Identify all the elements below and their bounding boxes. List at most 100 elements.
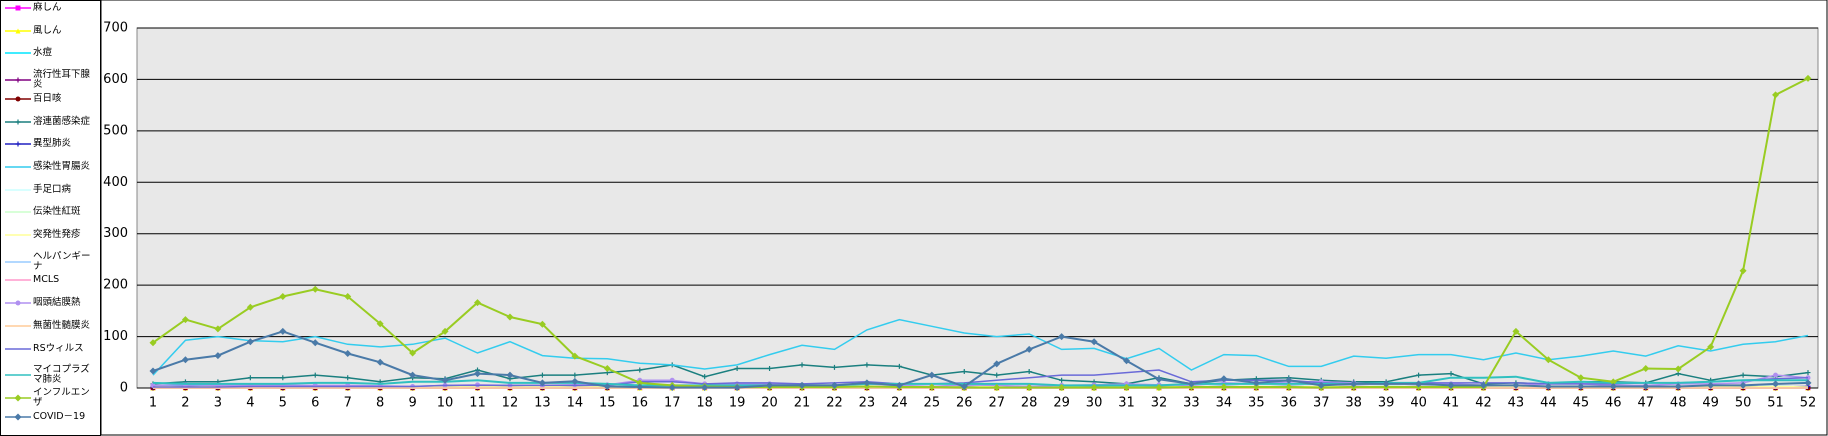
marker <box>214 352 222 360</box>
marker <box>896 363 902 369</box>
x-tick-label: 27 <box>988 396 1005 411</box>
x-tick-label: 30 <box>1086 396 1103 411</box>
marker <box>1739 267 1747 275</box>
legend-swatch <box>5 28 31 34</box>
y-tick-label: 400 <box>103 175 128 190</box>
x-tick-label: 50 <box>1735 396 1752 411</box>
marker <box>637 367 643 373</box>
legend-swatch <box>5 96 31 102</box>
legend-item: マイコプラズマ肺炎 <box>3 365 97 385</box>
legend-swatch <box>5 413 31 421</box>
x-tick-label: 25 <box>924 396 941 411</box>
marker <box>767 365 773 371</box>
legend-label: 手足口病 <box>33 183 72 195</box>
marker <box>864 362 870 368</box>
x-tick-label: 7 <box>344 396 352 411</box>
x-tick-label: 39 <box>1378 396 1395 411</box>
legend-swatch <box>5 394 31 402</box>
marker <box>1772 91 1780 99</box>
x-tick-label: 6 <box>311 396 319 411</box>
legend-swatch <box>5 234 31 236</box>
marker <box>733 383 741 391</box>
marker <box>1025 383 1033 391</box>
marker <box>1155 375 1163 383</box>
marker <box>1416 372 1422 378</box>
x-tick-label: 4 <box>246 396 254 411</box>
marker <box>734 365 740 371</box>
marker <box>1285 376 1293 384</box>
marker <box>1642 382 1650 390</box>
marker <box>766 381 774 389</box>
y-tick-label: 0 <box>120 381 128 396</box>
series-line <box>152 77 1809 389</box>
x-tick-label: 8 <box>376 396 384 411</box>
legend-label: 無菌性髄膜炎 <box>33 319 91 331</box>
x-tick-label: 24 <box>891 396 908 411</box>
marker <box>1512 327 1520 335</box>
marker <box>831 364 837 370</box>
legend-label: ヘルパンギーナ <box>33 250 91 272</box>
marker <box>1350 380 1358 388</box>
marker <box>1058 333 1066 341</box>
x-tick-label: 43 <box>1508 396 1525 411</box>
x-tick-label: 13 <box>534 396 551 411</box>
legend-swatch <box>5 52 31 55</box>
legend-item: ヘルパンギーナ <box>3 250 97 272</box>
x-tick-label: 19 <box>729 396 746 411</box>
legend-label: 咽頭結膜熱 <box>33 297 81 309</box>
legend-label: マイコプラズマ肺炎 <box>33 364 90 386</box>
marker <box>506 371 514 379</box>
marker <box>993 360 1001 368</box>
marker <box>311 285 319 293</box>
legend-item: COVID－19 <box>3 411 97 423</box>
x-tick-label: 48 <box>1670 396 1687 411</box>
legend-label: MCLS <box>33 274 60 286</box>
marker <box>863 382 871 390</box>
legend-label: 異型肺炎 <box>33 138 72 150</box>
legend-marker <box>15 141 21 147</box>
marker <box>1772 380 1780 388</box>
marker <box>928 371 936 379</box>
legend-marker <box>14 394 22 402</box>
marker <box>1805 370 1811 376</box>
x-tick-label: 40 <box>1410 396 1427 411</box>
marker <box>441 327 449 335</box>
marker <box>1058 383 1066 391</box>
marker <box>1220 375 1228 383</box>
marker <box>1674 382 1682 390</box>
x-tick-label: 10 <box>437 396 454 411</box>
marker <box>702 374 708 380</box>
marker <box>538 320 546 328</box>
x-tick-label: 5 <box>279 396 287 411</box>
x-tick-label: 44 <box>1540 396 1557 411</box>
x-tick-label: 35 <box>1248 396 1265 411</box>
legend-swatch <box>5 188 31 191</box>
marker <box>1544 382 1552 390</box>
marker <box>994 372 1000 378</box>
legend-marker <box>15 28 21 34</box>
marker <box>603 382 611 390</box>
y-tick-label: 100 <box>103 329 128 344</box>
legend-label: RSウィルス <box>33 342 84 354</box>
marker <box>1382 380 1390 388</box>
legend-marker <box>15 77 21 83</box>
x-tick-label: 21 <box>794 396 811 411</box>
marker <box>246 303 254 311</box>
legend-item: MCLS <box>3 274 97 286</box>
x-tick-label: 51 <box>1767 396 1784 411</box>
legend-marker <box>15 300 21 306</box>
x-tick-label: 22 <box>826 396 843 411</box>
marker <box>409 371 417 379</box>
marker <box>1577 382 1585 390</box>
marker <box>1448 371 1454 377</box>
x-tick-label: 36 <box>1281 396 1298 411</box>
marker <box>1285 383 1293 391</box>
marker <box>539 372 545 378</box>
y-tick-label: 300 <box>103 226 128 241</box>
marker <box>181 316 189 324</box>
legend-label: インフルエンザ <box>33 386 90 408</box>
marker <box>1059 377 1065 383</box>
marker <box>279 327 287 335</box>
legend-label: 溶連菌感染症 <box>33 115 91 127</box>
